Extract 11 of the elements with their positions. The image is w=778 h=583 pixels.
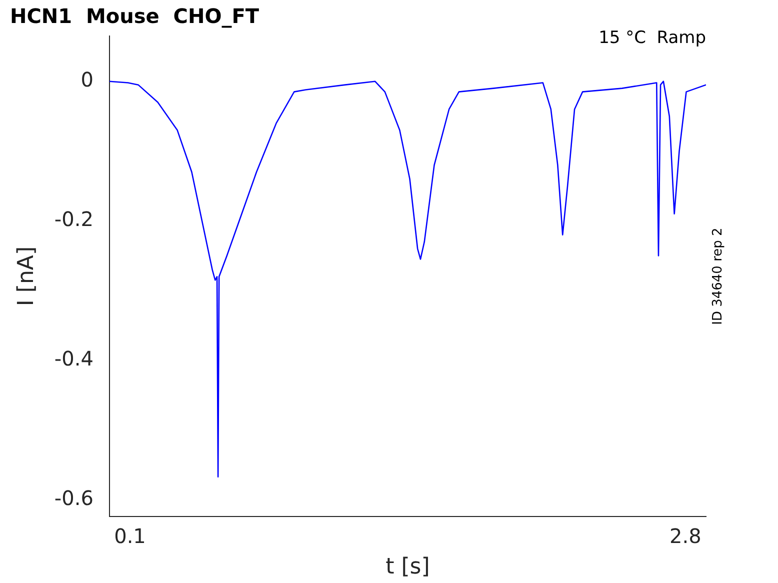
x-tick-label: 0.1 bbox=[114, 524, 146, 548]
x-axis-title: t [s] bbox=[386, 554, 430, 580]
x-tick-label: 2.8 bbox=[670, 524, 702, 548]
y-axis-title: I [nA] bbox=[14, 246, 39, 306]
y-tick-label: -0.4 bbox=[54, 346, 94, 371]
text: ID 34640 rep 2 bbox=[710, 228, 726, 325]
annotation: 15 °C Ramp bbox=[598, 28, 706, 48]
y-tick-label: -0.6 bbox=[54, 486, 94, 510]
y-tick-label: 0 bbox=[80, 68, 94, 92]
y-tick-label: -0.2 bbox=[54, 207, 94, 232]
chart-title: HCN1 Mouse CHO_FT bbox=[10, 4, 260, 28]
